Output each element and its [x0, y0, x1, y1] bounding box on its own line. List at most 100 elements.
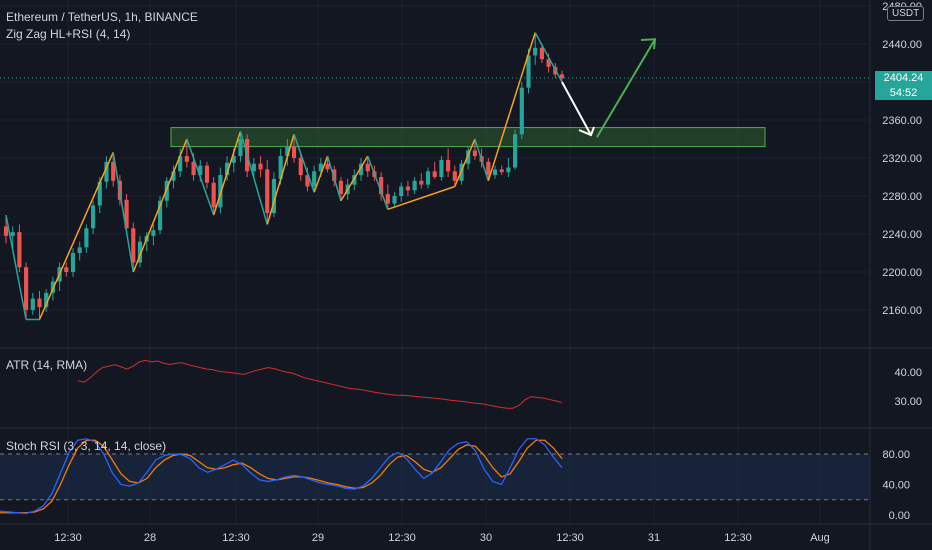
- candle-body: [24, 267, 29, 310]
- candle-body: [218, 175, 223, 208]
- zigzag-segment: [5, 214, 27, 320]
- candle-body: [198, 165, 203, 176]
- candle-body: [258, 163, 263, 170]
- projection-arrowhead-up: [640, 38, 657, 50]
- price-tick-label: 2240.00: [882, 229, 922, 241]
- zigzag-segment: [487, 32, 536, 182]
- candle-body: [97, 181, 102, 206]
- candle-body: [513, 134, 518, 168]
- candle-body: [466, 150, 471, 164]
- symbol-title: Ethereum / TetherUS, 1h, BINANCE: [6, 10, 198, 24]
- candle-body: [559, 74, 565, 79]
- candle-body: [191, 161, 196, 176]
- zigzag-segment: [38, 151, 114, 320]
- stoch-tick-label: 40.00: [882, 480, 910, 492]
- atr-indicator-label[interactable]: ATR (14, RMA): [6, 358, 88, 372]
- zigzag-indicator-label[interactable]: Zig Zag HL+RSI (4, 14): [6, 27, 131, 41]
- atr-tick-label: 30.00: [894, 396, 922, 408]
- candle-body: [539, 47, 544, 60]
- candle-body: [178, 156, 183, 172]
- zigzag-segment: [534, 32, 563, 83]
- time-tick-label: 12:30: [724, 532, 752, 544]
- candle-body: [265, 169, 270, 214]
- time-tick-label: 31: [648, 532, 660, 544]
- zigzag-segment: [387, 185, 456, 211]
- stoch-tick-label: 80.00: [882, 449, 910, 461]
- time-tick-label: Aug: [810, 532, 830, 544]
- candle-body: [446, 159, 451, 172]
- candle-body: [70, 253, 76, 272]
- candle-body: [157, 200, 163, 231]
- zigzag-segment: [313, 155, 329, 193]
- atr-line: [77, 359, 563, 409]
- candle-body: [499, 169, 504, 173]
- candle-body: [526, 55, 531, 88]
- candle-body: [332, 169, 337, 181]
- zigzag-segment: [474, 138, 490, 182]
- candle-body: [492, 169, 498, 176]
- candle-body: [358, 163, 364, 176]
- candle-body: [432, 171, 437, 177]
- candle-body: [17, 232, 22, 268]
- candle-body: [84, 228, 89, 248]
- currency-button[interactable]: USDT: [887, 6, 925, 21]
- candle-body: [425, 171, 431, 185]
- candle-body: [412, 180, 417, 191]
- candle-body: [452, 171, 457, 181]
- projection-arrowhead-down: [578, 126, 595, 137]
- time-tick-label: 12:30: [556, 532, 584, 544]
- bar-countdown: 54:52: [875, 86, 932, 100]
- support-zone: [170, 127, 766, 148]
- zigzag-segment: [132, 138, 188, 273]
- candle-body: [151, 230, 156, 236]
- candle-body: [211, 182, 216, 208]
- candle-body: [124, 199, 129, 229]
- time-tick-label: 29: [312, 532, 324, 544]
- zigzag-segment: [112, 152, 135, 273]
- projection-arrow-up: [596, 38, 656, 138]
- zigzag-segment: [293, 134, 315, 193]
- stoch-rsi-indicator-label[interactable]: Stoch RSI (3, 3, 14, 14, close): [6, 439, 167, 453]
- candle-body: [251, 163, 256, 172]
- atr-tick-label: 40.00: [894, 367, 922, 379]
- candle-body: [506, 167, 511, 173]
- price-tick-label: 2200.00: [882, 267, 922, 279]
- candle-body: [131, 228, 136, 263]
- zigzag-segment: [266, 134, 295, 225]
- candle-body: [405, 186, 411, 191]
- candle-body: [533, 47, 538, 56]
- projection-arrow-down: [561, 81, 592, 136]
- candle-body: [486, 161, 491, 176]
- candle-body: [271, 178, 277, 214]
- candle-body: [171, 171, 176, 181]
- stoch-band: [0, 454, 870, 500]
- candle-body: [111, 161, 116, 181]
- candle-body: [285, 146, 290, 157]
- zigzag-segment: [239, 131, 268, 225]
- candle-body: [379, 177, 384, 195]
- stoch-d-line: [0, 439, 563, 514]
- candle-body: [439, 159, 444, 177]
- candle-body: [91, 205, 96, 229]
- time-tick-label: 30: [480, 532, 492, 544]
- time-tick-label: 28: [144, 532, 156, 544]
- price-tick-label: 2280.00: [882, 191, 922, 203]
- candle-body: [204, 165, 210, 183]
- time-tick-label: 12:30: [388, 532, 416, 544]
- candle-body: [392, 196, 397, 204]
- candle-body: [184, 156, 189, 162]
- candle-body: [137, 241, 143, 263]
- stoch-tick-label: 0.00: [889, 510, 910, 522]
- zigzag-segment: [186, 138, 215, 216]
- price-tick-label: 2160.00: [882, 305, 922, 317]
- candle-body: [231, 156, 236, 163]
- time-tick-label: 12:30: [54, 532, 82, 544]
- candle-body: [472, 150, 477, 157]
- candle-body: [546, 59, 551, 67]
- zigzag-segment: [340, 155, 369, 202]
- candle-body: [298, 158, 303, 176]
- candle-body: [312, 171, 317, 187]
- time-tick-label: 12:30: [222, 532, 250, 544]
- candle-body: [519, 87, 524, 135]
